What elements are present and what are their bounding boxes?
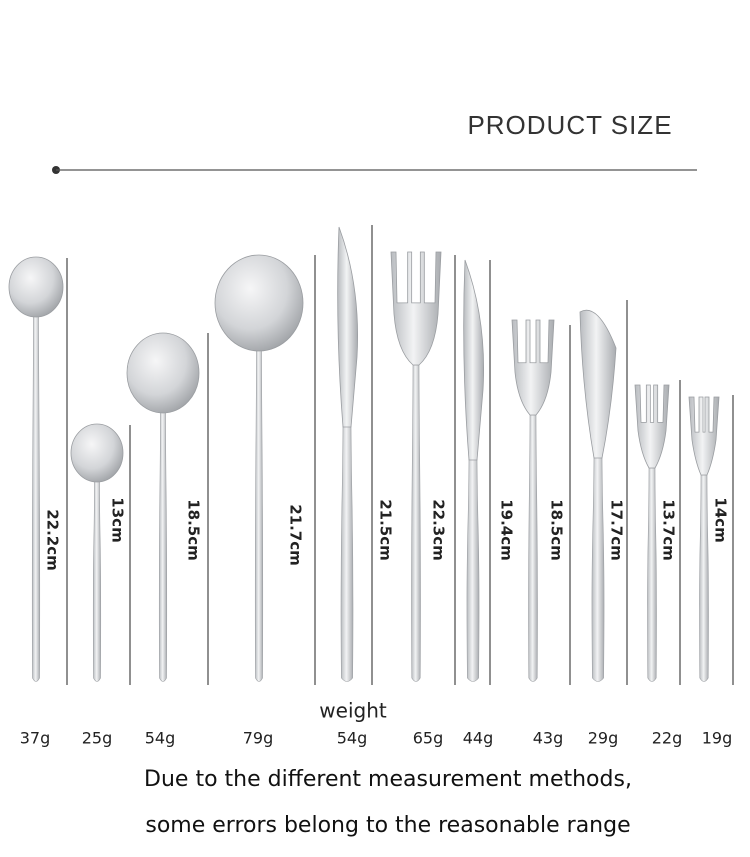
length-label: 22.3cm xyxy=(430,499,448,561)
length-label: 18.5cm xyxy=(185,499,203,561)
handle xyxy=(699,474,709,682)
weight-value: 79g xyxy=(243,729,274,748)
spoon-bowl xyxy=(70,423,124,483)
handle xyxy=(466,449,480,682)
handle xyxy=(31,310,41,682)
length-label: 22.2cm xyxy=(44,509,62,571)
handle xyxy=(528,414,538,682)
length-label: 21.5cm xyxy=(377,499,395,561)
weight-value: 25g xyxy=(82,729,113,748)
handle xyxy=(254,344,264,682)
fork-head xyxy=(634,384,670,469)
knife-blade xyxy=(463,259,485,461)
length-label: 13cm xyxy=(109,497,127,542)
weight-value: 19g xyxy=(702,729,733,748)
handle xyxy=(340,416,354,682)
handle xyxy=(158,406,168,682)
weight-value: 37g xyxy=(20,729,51,748)
weight-label: weight xyxy=(319,699,387,723)
handle xyxy=(411,364,421,682)
weight-value: 54g xyxy=(145,729,176,748)
weight-value: 29g xyxy=(588,729,619,748)
weight-value: 44g xyxy=(463,729,494,748)
fork-head xyxy=(390,251,442,366)
fork-head xyxy=(688,396,720,476)
handle xyxy=(591,447,605,682)
length-label: 18.5cm xyxy=(548,499,566,561)
note-line: Due to the different measurement methods… xyxy=(144,767,632,792)
spoon-bowl xyxy=(126,332,200,414)
weight-value: 22g xyxy=(652,729,683,748)
weight-value: 65g xyxy=(413,729,444,748)
knife-blade xyxy=(579,309,617,459)
length-label: 13.7cm xyxy=(660,499,678,561)
length-label: 14cm xyxy=(712,497,730,542)
cutlery-items: 22.2cm 37g 13cm 25g 18.5cm 54g 21.7cm 79g 21.5cm… xyxy=(8,225,734,748)
length-label: 19.4cm xyxy=(498,499,516,561)
handle xyxy=(92,475,102,682)
handle xyxy=(647,467,657,682)
title: PRODUCT SIZE xyxy=(467,110,672,140)
weight-value: 54g xyxy=(337,729,368,748)
spoon-bowl xyxy=(8,256,64,318)
weight-value: 43g xyxy=(533,729,564,748)
spoon-bowl xyxy=(214,254,304,352)
length-label: 17.7cm xyxy=(608,499,626,561)
length-label: 21.7cm xyxy=(287,504,305,566)
knife-blade xyxy=(337,226,359,428)
fork-head xyxy=(511,319,555,416)
note-line: some errors belong to the reasonable ran… xyxy=(145,813,630,838)
